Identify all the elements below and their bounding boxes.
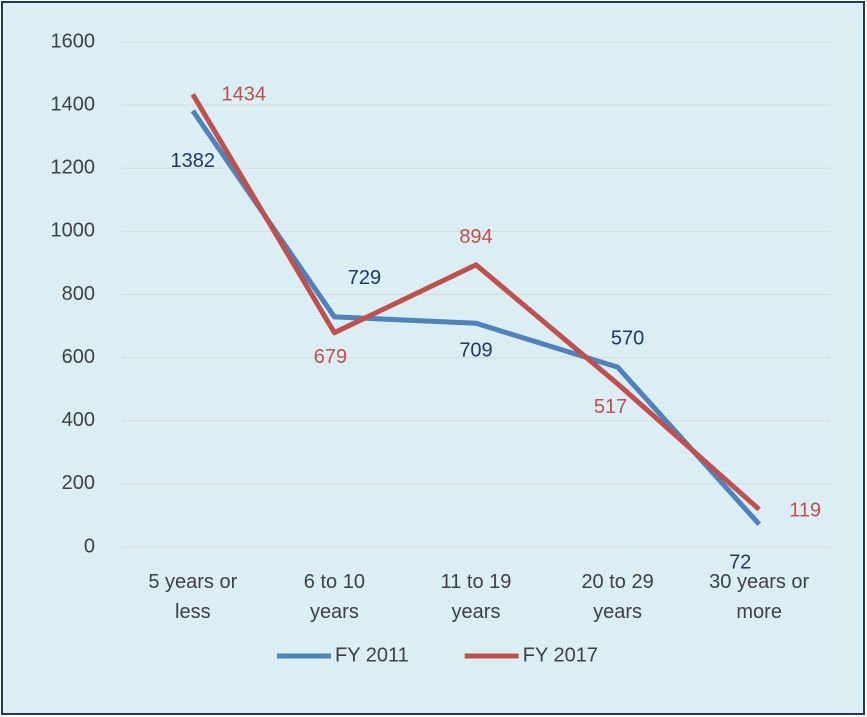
- data-label: 894: [459, 226, 492, 248]
- x-tick-label: 11 to 19 years: [440, 571, 512, 623]
- y-tick-label: 1200: [51, 157, 96, 179]
- y-tick-label: 800: [62, 283, 95, 305]
- data-label: 119: [789, 500, 821, 522]
- legend-label: FY 2011: [335, 644, 409, 666]
- data-label: 709: [459, 340, 492, 362]
- y-tick-label: 200: [62, 472, 95, 494]
- data-label: 679: [314, 346, 347, 368]
- x-tick-label: 5 years or less: [148, 571, 238, 623]
- x-tick-label: 20 to 29 years: [581, 571, 654, 623]
- y-tick-label: 0: [84, 535, 95, 557]
- y-tick-label: 1600: [51, 30, 96, 52]
- legend-label: FY 2017: [523, 644, 598, 666]
- y-tick-label: 1400: [51, 93, 96, 115]
- data-label: 1382: [171, 150, 216, 172]
- data-label: 517: [594, 396, 627, 418]
- data-label: 729: [348, 267, 381, 289]
- line-series: [190, 93, 761, 512]
- y-tick-label: 1000: [51, 220, 96, 242]
- x-tick-label: 30 years or more: [709, 571, 810, 623]
- y-tick-label: 600: [62, 346, 95, 368]
- x-tick-label: 6 to 10 years: [303, 571, 365, 623]
- y-tick-label: 400: [62, 409, 95, 431]
- data-label: 72: [729, 552, 751, 574]
- data-label: 1434: [222, 84, 267, 106]
- data-label: 570: [611, 327, 644, 349]
- line-series: [190, 109, 762, 526]
